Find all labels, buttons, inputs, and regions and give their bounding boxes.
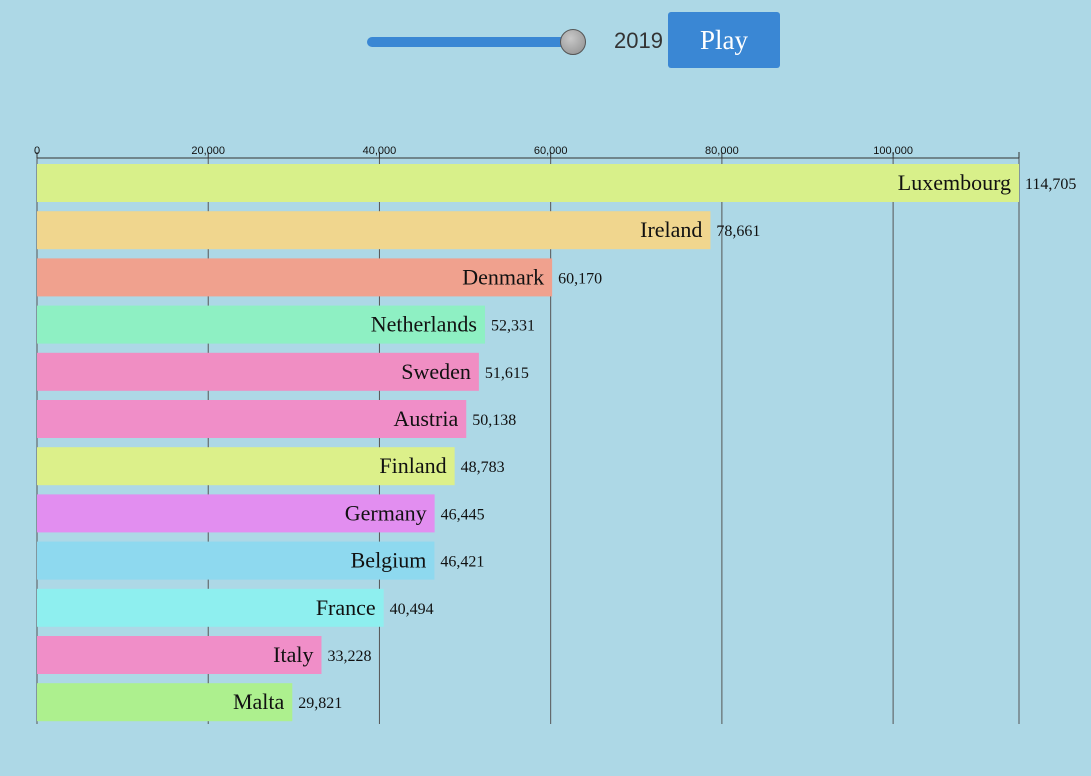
- bar-value-label: 33,228: [327, 648, 371, 665]
- bar-value-label: 46,421: [440, 554, 484, 571]
- bar-group: Netherlands 52,331: [37, 305, 535, 344]
- bar-value-label: 46,445: [441, 506, 485, 523]
- bar: [37, 164, 1019, 202]
- bar-value-label: 51,615: [485, 365, 529, 382]
- year-slider-track[interactable]: [367, 37, 573, 47]
- x-tick-label: 0: [34, 145, 40, 157]
- bar-group: France 40,494: [37, 588, 434, 627]
- bar-group: Belgium 46,421: [37, 541, 484, 580]
- bar: [37, 588, 384, 627]
- bar-category-label: Sweden: [401, 359, 471, 384]
- bar-category-label: Denmark: [462, 264, 544, 289]
- bar-value-label: 114,705: [1025, 176, 1076, 193]
- bar: [37, 683, 293, 722]
- bar-category-label: Austria: [393, 406, 458, 431]
- playback-controls: 2019 Play: [0, 0, 1091, 80]
- bar-value-label: 40,494: [390, 601, 434, 618]
- bar-category-label: Netherlands: [371, 312, 477, 337]
- bar: [37, 636, 322, 674]
- bar-category-label: Luxembourg: [898, 170, 1011, 195]
- bar-category-label: Finland: [379, 453, 446, 478]
- bar-value-label: 29,821: [298, 695, 342, 712]
- bar: [37, 447, 455, 486]
- bar-group: Malta 29,821: [37, 683, 342, 722]
- bar-group: Austria 50,138: [37, 400, 516, 438]
- x-tick-label: 20,000: [191, 145, 225, 157]
- bar-group: Italy 33,228: [37, 636, 371, 674]
- x-tick-label: 80,000: [705, 145, 739, 157]
- bar-value-label: 78,661: [716, 223, 760, 240]
- bars: Luxembourg 114,705 Ireland 78,661 Denmark 60,…: [37, 164, 1076, 722]
- bar-value-label: 50,138: [472, 412, 516, 429]
- year-slider-thumb[interactable]: [560, 29, 586, 55]
- bar: [37, 305, 486, 344]
- bar-category-label: France: [316, 595, 376, 620]
- play-button[interactable]: Play: [668, 12, 780, 68]
- bar-group: Luxembourg 114,705: [37, 164, 1076, 202]
- bar: [37, 541, 435, 580]
- bar-category-label: Ireland: [640, 217, 702, 242]
- bar-value-label: 60,170: [558, 270, 602, 287]
- bar-group: Finland 48,783: [37, 447, 505, 486]
- bar: [37, 494, 435, 533]
- bar: [37, 211, 711, 250]
- bar-group: Denmark 60,170: [37, 258, 602, 297]
- bar-category-label: Italy: [273, 642, 313, 667]
- bar-value-label: 52,331: [491, 318, 535, 335]
- year-label: 2019: [614, 28, 663, 53]
- bar: [37, 352, 479, 391]
- x-tick-label: 100,000: [873, 145, 913, 157]
- bar-group: Germany 46,445: [37, 494, 485, 533]
- bar: [37, 258, 553, 297]
- bar-value-label: 48,783: [461, 459, 505, 476]
- bar-group: Sweden 51,615: [37, 352, 529, 391]
- bar-category-label: Germany: [345, 500, 427, 525]
- bar: [37, 400, 467, 438]
- grid-lines: [36, 158, 1020, 724]
- bar-group: Ireland 78,661: [37, 211, 760, 250]
- bar-category-label: Malta: [233, 689, 285, 714]
- bar-category-label: Belgium: [351, 548, 427, 573]
- x-tick-label: 60,000: [534, 145, 568, 157]
- x-axis: 0 20,000 40,000 60,000 80,000 100,000: [34, 145, 1020, 159]
- x-tick-label: 40,000: [363, 145, 397, 157]
